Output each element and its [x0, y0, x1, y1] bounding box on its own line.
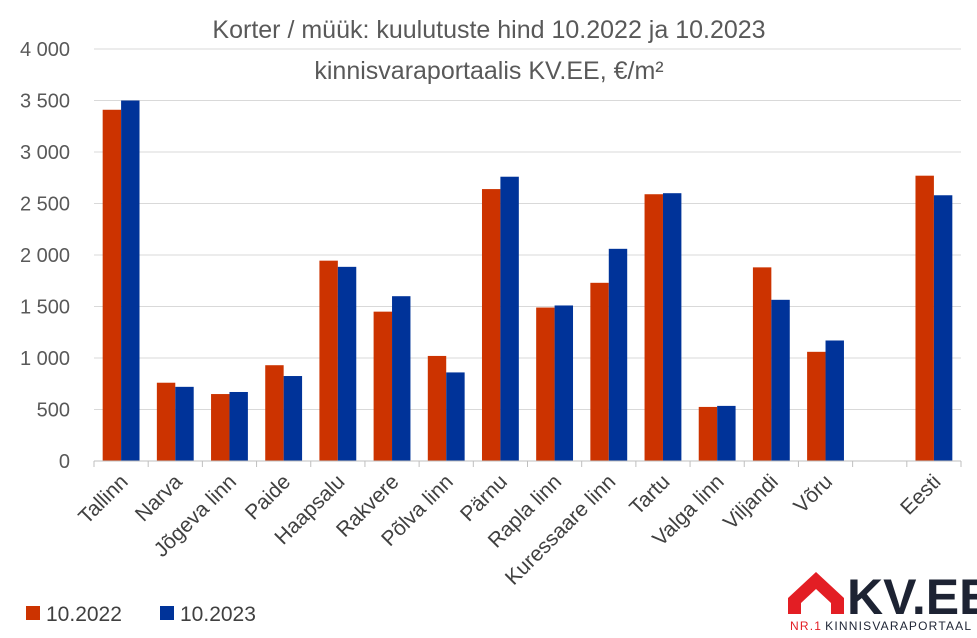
bar-10.2023 [121, 100, 140, 461]
bar-10.2022 [590, 282, 609, 461]
chart-title: Korter / müük: kuulutuste hind 10.2022 j… [212, 16, 765, 44]
logo-text: KV.EE [847, 569, 977, 625]
legend-swatch-2023 [160, 606, 174, 620]
bar-10.2023 [608, 248, 628, 461]
bar-10.2022 [319, 260, 338, 461]
x-tick-label: Tartu [625, 470, 674, 519]
bar-10.2023 [554, 305, 574, 461]
y-tick-label: 2 000 [20, 245, 70, 267]
bar-10.2023 [771, 299, 790, 461]
bar-10.2022 [265, 365, 284, 461]
legend: 10.2022 10.2023 [26, 603, 256, 626]
bar-10.2022 [102, 109, 122, 462]
y-tick-label: 0 [59, 451, 70, 473]
bar-10.2022 [807, 351, 826, 461]
bar-10.2023 [500, 176, 519, 461]
bar-10.2023 [662, 193, 682, 461]
y-tick-label: 3 000 [20, 142, 70, 164]
bar-10.2022 [156, 382, 176, 461]
bar-10.2023 [392, 296, 411, 461]
bar-10.2023 [446, 372, 465, 461]
legend-label-2022: 10.2022 [46, 603, 122, 626]
y-tick-label: 2 500 [20, 194, 70, 216]
y-tick-label: 4 000 [20, 39, 70, 61]
bar-10.2022 [752, 267, 772, 461]
chart-subtitle: kinnisvaraportaalis KV.EE, €/m² [314, 57, 663, 85]
x-tick-label: Tallinn [74, 470, 132, 528]
bar-10.2022 [481, 189, 501, 461]
house-icon [788, 572, 844, 614]
bar-10.2023 [717, 405, 736, 461]
bar-10.2022 [373, 311, 393, 461]
bar-10.2022 [915, 175, 934, 461]
bar-10.2023 [825, 340, 844, 461]
kv-ee-logo: KV.EE NR.1 KINNISVARAPORTAAL [788, 569, 977, 633]
x-tick-label: Viljandi [719, 470, 783, 534]
bar-10.2023 [933, 195, 953, 461]
bar-10.2023 [175, 386, 194, 461]
legend-swatch-2022 [26, 606, 40, 620]
bar-10.2022 [536, 307, 555, 461]
y-tick-label: 3 500 [20, 91, 70, 113]
bar-10.2022 [644, 194, 663, 462]
gridlines [94, 48, 961, 410]
bar-10.2023 [229, 391, 248, 461]
bars [102, 100, 953, 462]
y-tick-label: 1 000 [20, 348, 70, 370]
bar-10.2023 [283, 376, 303, 461]
x-tick-label: Eesti [896, 470, 945, 519]
bar-10.2022 [427, 355, 447, 461]
y-axis-ticks: 0 500 1 000 1 500 2 000 2 500 3 000 3 500 4 000 [20, 39, 70, 473]
bar-10.2022 [698, 406, 718, 461]
legend-label-2023: 10.2023 [180, 603, 256, 626]
logo-tagline: NR.1 KINNISVARAPORTAAL [790, 619, 972, 633]
bar-10.2022 [211, 394, 230, 461]
x-tick-label: Võru [789, 470, 837, 518]
y-tick-label: 1 500 [20, 297, 70, 319]
bar-10.2023 [337, 266, 357, 461]
y-tick-label: 500 [37, 400, 70, 422]
